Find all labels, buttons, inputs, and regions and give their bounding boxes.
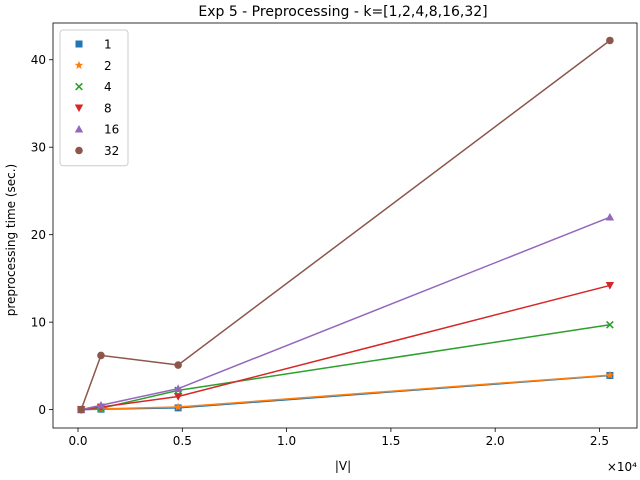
axes-frame bbox=[52, 22, 638, 429]
data-point-8-3 bbox=[605, 282, 615, 290]
plot-area: 0.0 0.5 1.0 1.5 2.0 2.5 0 10 20 30 40 bbox=[31, 22, 638, 448]
data-point-32-2 bbox=[174, 361, 182, 369]
data-point-8-2 bbox=[173, 393, 183, 401]
series-32 bbox=[77, 36, 614, 414]
legend-marker-16 bbox=[74, 125, 84, 133]
legend-item-2: 2 bbox=[74, 59, 112, 73]
x-axis-label: |V| bbox=[335, 459, 351, 473]
data-point-32-1 bbox=[97, 351, 105, 360]
y-tick-label: 0 bbox=[38, 403, 46, 417]
y-tick-label: 10 bbox=[31, 315, 46, 329]
legend-item-8: 8 bbox=[74, 101, 112, 115]
data-point-4-3 bbox=[606, 320, 614, 329]
y-axis-label: preprocessing time (sec.) bbox=[4, 164, 18, 317]
x-tick-label: 1.5 bbox=[381, 434, 400, 448]
data-point-16-1 bbox=[96, 401, 106, 409]
chart-title: Exp 5 - Preprocessing - k=[1,2,4,8,16,32… bbox=[198, 4, 487, 20]
x-tick-label: 2.0 bbox=[486, 434, 505, 448]
legend-item-4: 4 bbox=[75, 80, 112, 94]
legend-label-4: 4 bbox=[104, 80, 112, 94]
legend-marker-1 bbox=[75, 40, 83, 48]
legend-item-16: 16 bbox=[74, 123, 119, 137]
series-line-16 bbox=[80, 216, 611, 411]
data-point-2-3 bbox=[605, 370, 615, 379]
legend-marker-2 bbox=[74, 60, 84, 69]
legend-label-16: 16 bbox=[104, 123, 119, 137]
data-point-32-3 bbox=[606, 36, 614, 45]
legend-marker-32 bbox=[75, 146, 83, 155]
y-tick-label: 20 bbox=[31, 228, 46, 242]
data-point-16-2 bbox=[173, 384, 183, 392]
data-point-2-2 bbox=[173, 402, 183, 411]
legend-item-1: 1 bbox=[75, 38, 112, 52]
data-point-32-0 bbox=[77, 405, 85, 414]
y-tick-label: 40 bbox=[31, 53, 46, 67]
x-tick-label: 1.0 bbox=[277, 434, 296, 448]
x-tick-label: 0.5 bbox=[173, 434, 192, 448]
x-tick-label: 0.0 bbox=[68, 434, 87, 448]
legend-marker-8 bbox=[74, 104, 84, 113]
y-tick-label: 30 bbox=[31, 141, 46, 155]
legend-label-2: 2 bbox=[104, 59, 112, 73]
legend-marker-4 bbox=[75, 82, 83, 91]
legend-label-32: 32 bbox=[104, 144, 119, 158]
x-axis-multiplier: ×10⁴ bbox=[607, 460, 637, 474]
series-line-8 bbox=[81, 284, 611, 411]
x-tick-label: 2.5 bbox=[590, 434, 609, 448]
legend-item-32: 32 bbox=[75, 144, 119, 158]
series-line-32 bbox=[80, 39, 611, 410]
legend-label-8: 8 bbox=[104, 101, 112, 115]
legend-label-1: 1 bbox=[104, 38, 112, 52]
data-point-16-3 bbox=[605, 212, 615, 221]
legend: 1 2 4 8 16 32 bbox=[59, 29, 129, 167]
